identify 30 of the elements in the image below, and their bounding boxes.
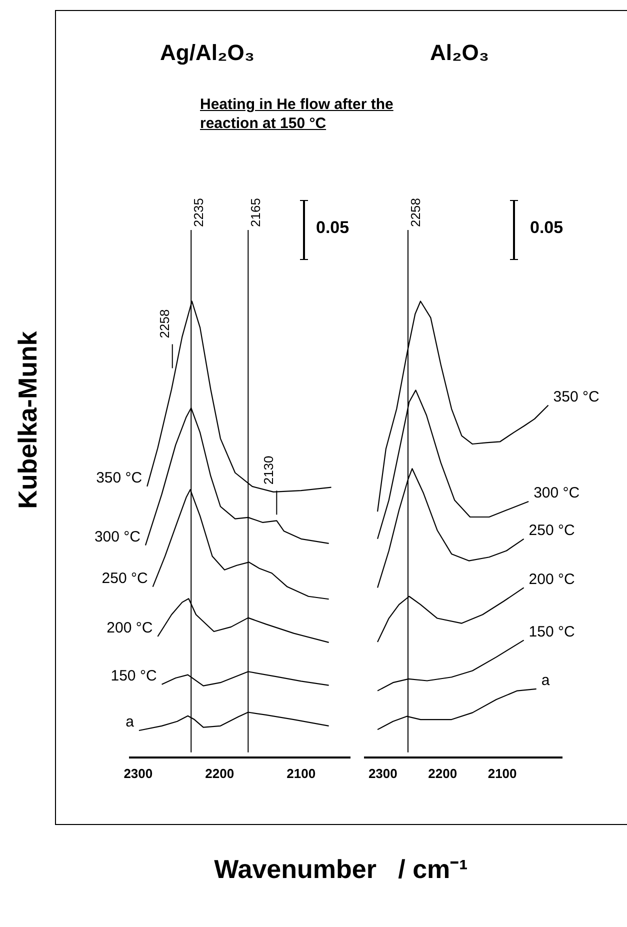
- text: 0.05: [316, 218, 350, 238]
- y-axis-title: Kubelka-Munk: [12, 331, 44, 509]
- x-axis-title: Wavenumber / cm⁻¹: [213, 853, 469, 886]
- series-label: 150 °C: [110, 668, 157, 685]
- series-label: 250 °C: [102, 570, 148, 587]
- chart-subtitle: Heating in He flow after the reaction at 150 °C: [200, 95, 394, 133]
- series-label: 300 °C: [534, 484, 580, 502]
- series-label: 200 °C: [528, 570, 575, 588]
- annotation: 2258: [156, 309, 172, 338]
- series-label: a: [126, 714, 135, 731]
- series-label: 250 °C: [528, 522, 575, 540]
- x-tick-label: 2200: [428, 766, 458, 781]
- chart-title: Ag/Al₂O₃: [160, 40, 254, 66]
- x-tick-label: 2200: [205, 766, 234, 781]
- text: 0.05: [530, 218, 564, 238]
- series-label: 350 °C: [96, 470, 142, 487]
- x-tick-label: 2100: [286, 766, 316, 781]
- ref-line-label: 2235: [191, 198, 206, 227]
- series-label: 150 °C: [528, 623, 575, 640]
- annotation: 2130: [261, 456, 276, 485]
- series-label: 200 °C: [106, 620, 153, 637]
- chart-title: Al₂O₃: [430, 40, 490, 66]
- x-tick-label: 2300: [368, 766, 398, 781]
- x-tick-label: 2100: [488, 766, 517, 781]
- ref-line-label: 2258: [408, 198, 424, 227]
- x-tick-label: 2300: [124, 766, 153, 781]
- series-label: 350 °C: [553, 388, 600, 406]
- ref-line-label: 2165: [248, 198, 264, 227]
- series-label: a: [541, 672, 550, 690]
- series-label: 300 °C: [94, 528, 141, 546]
